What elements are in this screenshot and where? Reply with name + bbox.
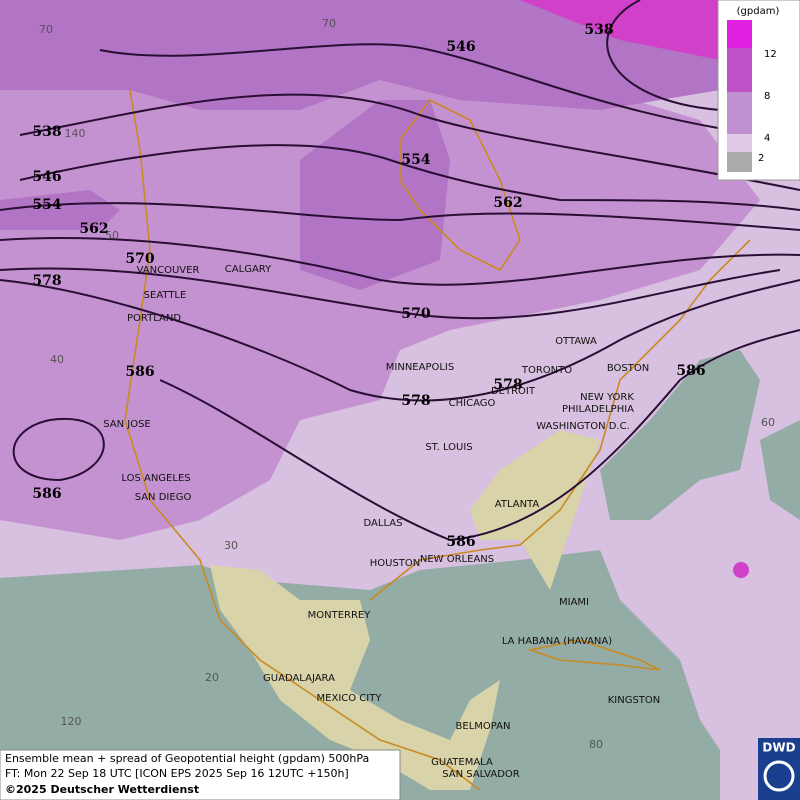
contour-label: 578 bbox=[32, 273, 61, 289]
footer-line: Ensemble mean + spread of Geopotential h… bbox=[5, 752, 369, 765]
city-label: GUATEMALA bbox=[431, 757, 493, 768]
contour-label: 538 bbox=[32, 124, 61, 140]
labels: 70 70 140 50 40 30 20 120 80 60 VANCOUVER CALGARY SE… bbox=[32, 17, 775, 780]
coastlines bbox=[124, 89, 751, 791]
contour-label: 578 bbox=[493, 377, 522, 393]
contour-label: 554 bbox=[401, 152, 430, 168]
city-label: LA HABANA (HAVANA) bbox=[502, 636, 612, 647]
grid-label: 120 bbox=[61, 715, 82, 728]
spread-medium bbox=[0, 40, 760, 540]
contour-label: 546 bbox=[446, 39, 475, 55]
contour-label: 546 bbox=[32, 169, 61, 185]
city-label: ATLANTA bbox=[495, 499, 540, 510]
legend-swatch bbox=[727, 152, 752, 172]
grid-label: 70 bbox=[39, 23, 53, 36]
legend: (gpdam) 12 8 4 2 bbox=[717, 0, 800, 181]
legend-label: 2 bbox=[758, 153, 764, 164]
grid-label: 80 bbox=[589, 738, 603, 751]
city-label: KINGSTON bbox=[608, 695, 661, 706]
city-label: TORONTO bbox=[521, 365, 572, 376]
city-label: SAN JOSE bbox=[103, 419, 151, 430]
contour-label: 562 bbox=[493, 195, 522, 211]
city-label: MONTERREY bbox=[308, 610, 372, 621]
city-label: MEXICO CITY bbox=[317, 693, 383, 704]
city-label: DETROIT bbox=[491, 386, 536, 397]
footer-box bbox=[0, 749, 401, 800]
city-label: CHICAGO bbox=[449, 398, 496, 409]
contour-label: 538 bbox=[584, 22, 613, 38]
city-label: OTTAWA bbox=[555, 336, 597, 347]
city-label: MINNEAPOLIS bbox=[386, 362, 454, 373]
grid-label: 40 bbox=[50, 353, 64, 366]
city-label: SAN DIEGO bbox=[135, 492, 192, 503]
footer-line: ©2025 Deutscher Wetterdienst bbox=[5, 783, 199, 796]
ocean bbox=[0, 350, 800, 800]
city-label: VANCOUVER bbox=[137, 265, 200, 276]
city-label: MIAMI bbox=[559, 597, 589, 608]
city-label: LOS ANGELES bbox=[121, 473, 190, 484]
city-label: NEW ORLEANS bbox=[420, 554, 494, 565]
legend-swatch bbox=[727, 134, 752, 152]
footer-line: FT: Mon 22 Sep 18 UTC [ICON EPS 2025 Sep… bbox=[5, 767, 349, 780]
city-label: WASHINGTON D.C. bbox=[536, 421, 630, 432]
grid-label: 20 bbox=[205, 671, 219, 684]
contour-label: 554 bbox=[32, 197, 61, 213]
legend-title: (gpdam) bbox=[737, 6, 780, 17]
contour-label: 586 bbox=[676, 363, 705, 379]
spread-high bbox=[520, 0, 720, 60]
legend-swatch bbox=[727, 48, 752, 92]
legend-swatch bbox=[727, 92, 752, 134]
city-label: PORTLAND bbox=[127, 313, 181, 324]
city-label: SAN SALVADOR bbox=[442, 769, 519, 780]
contour-label: 570 bbox=[125, 251, 154, 267]
contour-label: 570 bbox=[401, 306, 430, 322]
city-label: BELMOPAN bbox=[456, 721, 511, 732]
land bbox=[210, 430, 600, 790]
contour-label: 562 bbox=[79, 221, 108, 237]
contour-label: 586 bbox=[125, 364, 154, 380]
city-label: CALGARY bbox=[225, 264, 272, 275]
legend-label: 12 bbox=[764, 49, 777, 60]
grid-label: 70 bbox=[322, 17, 336, 30]
city-label: HOUSTON bbox=[370, 558, 421, 569]
city-label: NEW YORK bbox=[580, 392, 634, 403]
city-label: PHILADELPHIA bbox=[562, 404, 634, 415]
city-label: ST. LOUIS bbox=[425, 442, 472, 453]
legend-swatch bbox=[727, 20, 752, 48]
grid-label: 30 bbox=[224, 539, 238, 552]
logo-icon bbox=[763, 760, 795, 792]
legend-label: 8 bbox=[764, 91, 770, 102]
city-label: DALLAS bbox=[364, 518, 403, 529]
grid-label: 60 bbox=[761, 416, 775, 429]
grid-label: 50 bbox=[105, 229, 119, 242]
city-label: GUADALAJARA bbox=[263, 673, 335, 684]
grid-label: 140 bbox=[65, 127, 86, 140]
legend-label: 4 bbox=[764, 133, 770, 144]
contour-label: 586 bbox=[32, 486, 61, 502]
contour-label: 578 bbox=[401, 393, 430, 409]
contour-label: 586 bbox=[446, 534, 475, 550]
logo: DWD bbox=[762, 741, 795, 755]
city-label: SEATTLE bbox=[144, 290, 187, 301]
spread-spot bbox=[733, 562, 749, 578]
contours bbox=[0, 0, 800, 542]
city-label: BOSTON bbox=[607, 363, 649, 374]
